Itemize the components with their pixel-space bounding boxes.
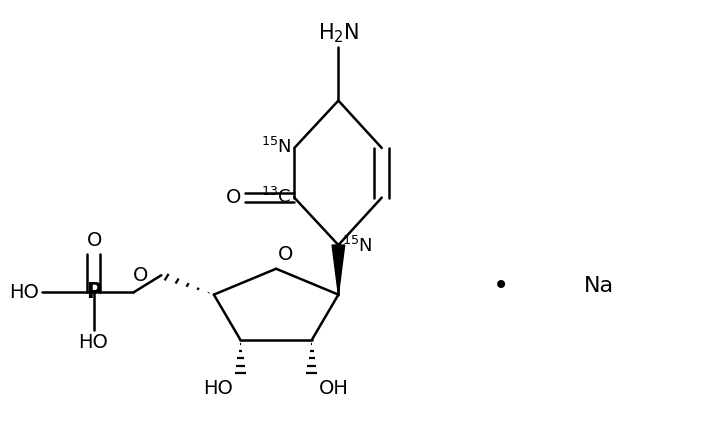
Text: O: O bbox=[87, 231, 103, 250]
Polygon shape bbox=[332, 245, 345, 295]
Text: HO: HO bbox=[204, 379, 233, 398]
Text: P: P bbox=[86, 282, 101, 302]
Text: O: O bbox=[133, 266, 148, 285]
Text: Na: Na bbox=[584, 276, 614, 296]
Text: HO: HO bbox=[78, 333, 109, 352]
Text: $\mathregular{H_2N}$: $\mathregular{H_2N}$ bbox=[318, 21, 359, 45]
Text: $\mathregular{^{13}C}$: $\mathregular{^{13}C}$ bbox=[262, 187, 291, 207]
Text: HO: HO bbox=[9, 283, 39, 302]
Text: OH: OH bbox=[319, 379, 349, 398]
Text: $\mathregular{^{15}N}$: $\mathregular{^{15}N}$ bbox=[342, 236, 372, 256]
Text: $\mathregular{^{15}N}$: $\mathregular{^{15}N}$ bbox=[261, 137, 291, 157]
Text: O: O bbox=[226, 188, 241, 207]
Text: •: • bbox=[493, 272, 509, 300]
Text: O: O bbox=[278, 245, 293, 263]
